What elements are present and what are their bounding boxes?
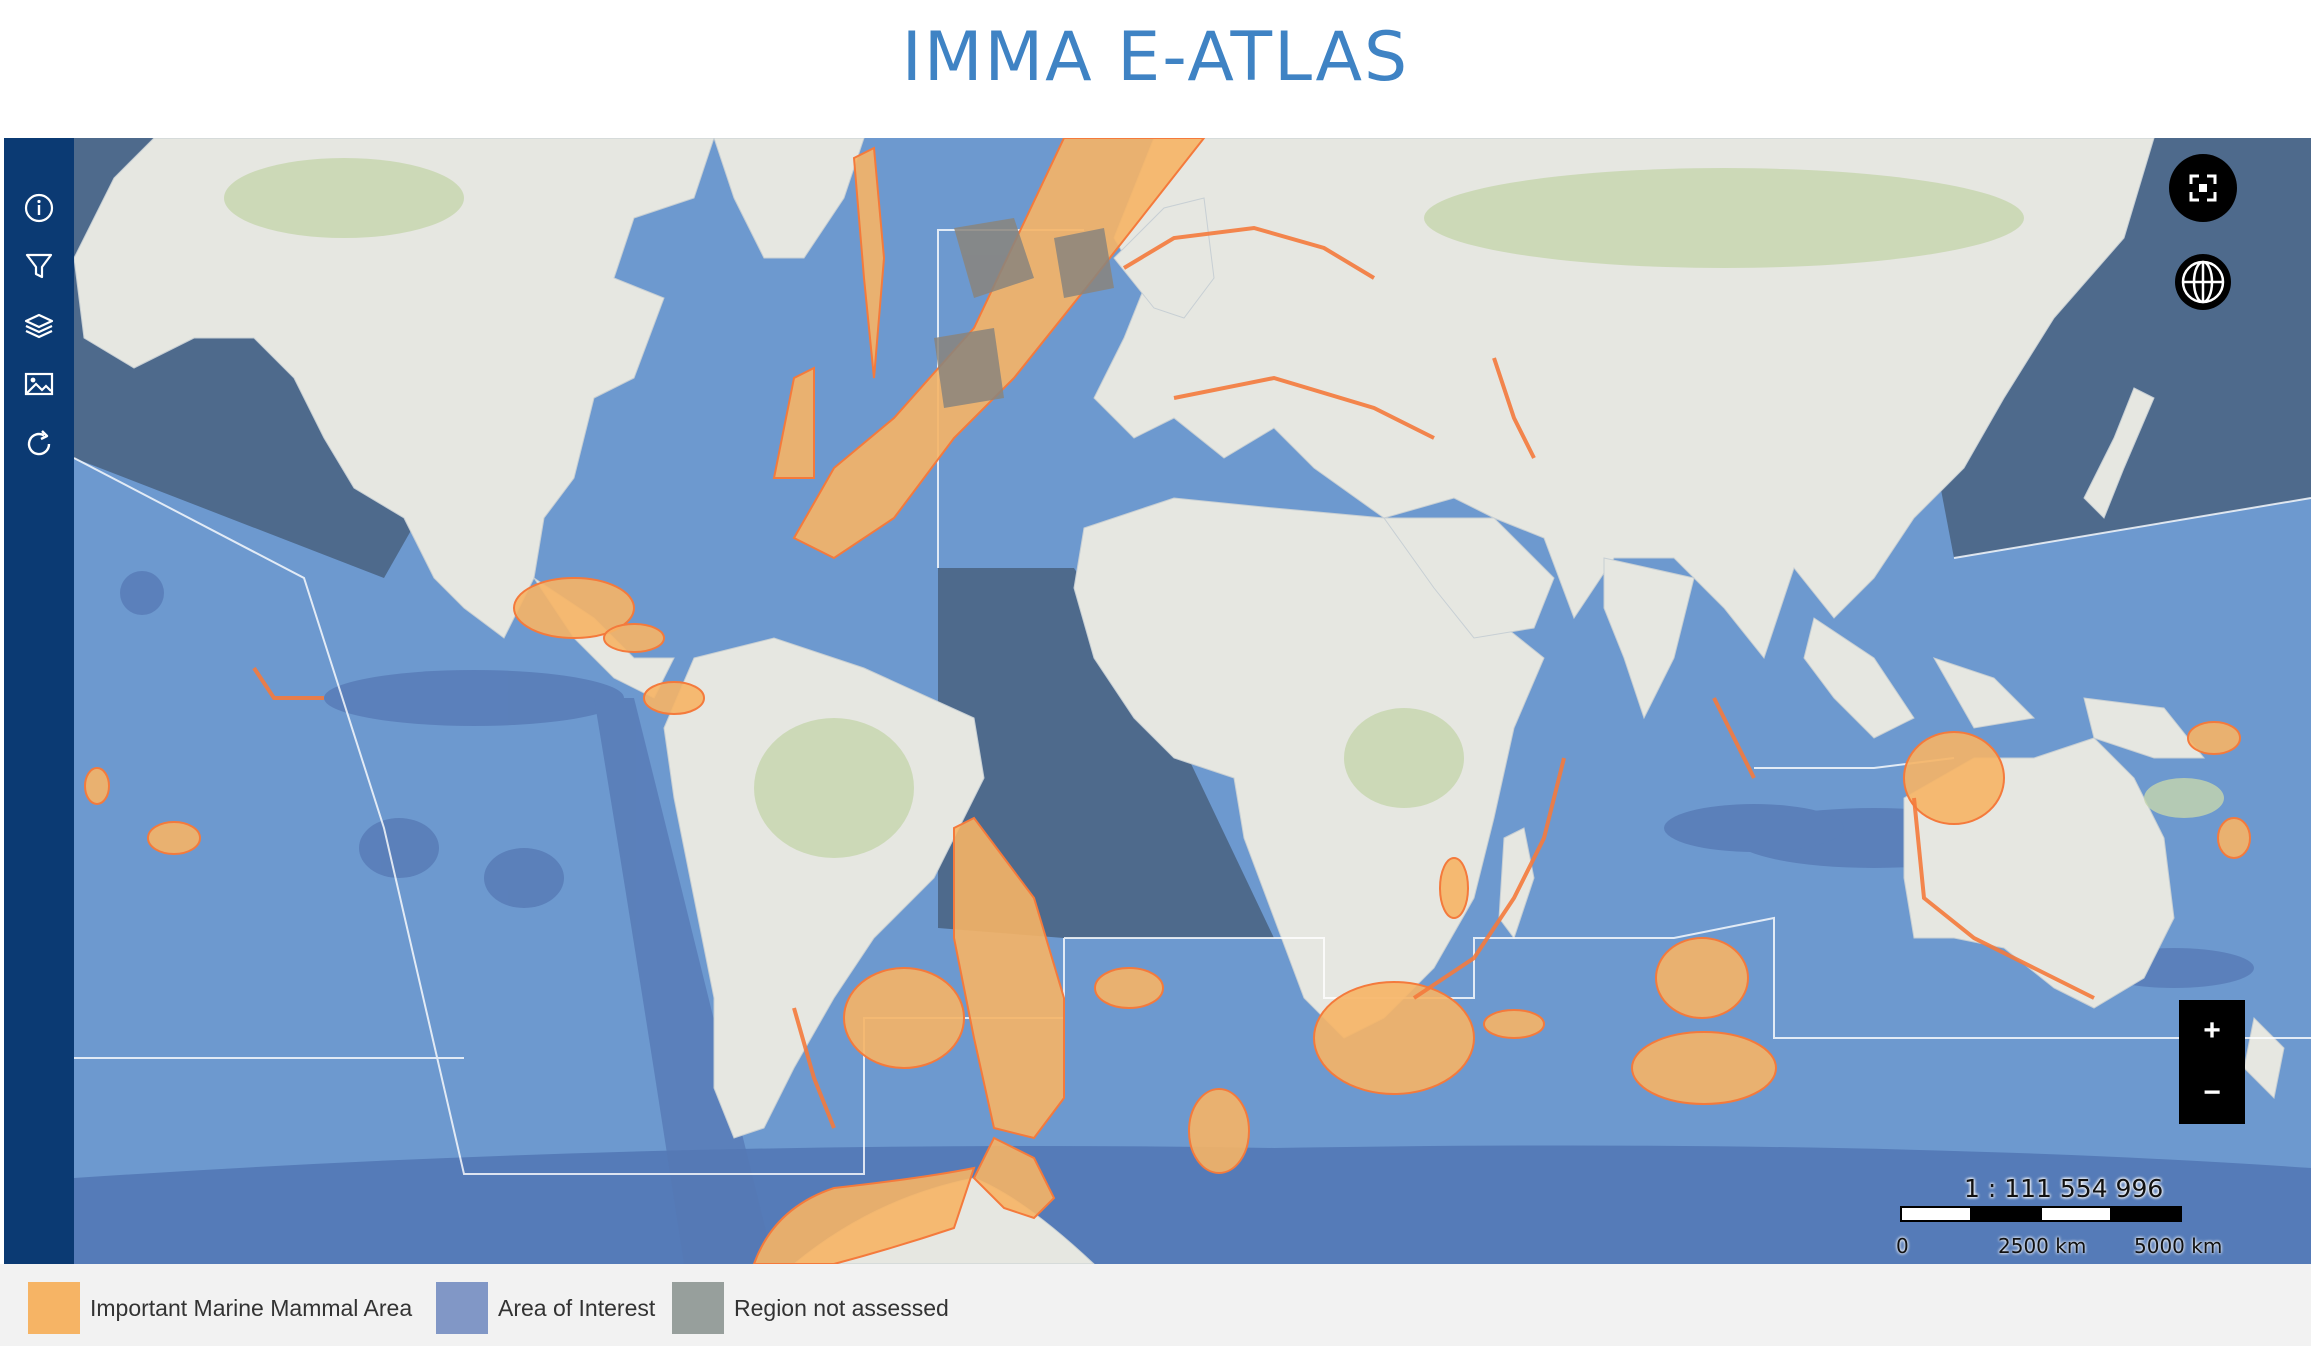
page-title: IMMA E-ATLAS <box>901 18 1410 97</box>
legend-item-area-of-interest: Area of Interest <box>436 1282 655 1334</box>
legend-swatch <box>672 1282 724 1334</box>
zoom-out-button[interactable]: − <box>2203 1076 2221 1109</box>
scale-tick: 5000 km <box>2134 1234 2223 1258</box>
layers-icon[interactable] <box>19 306 59 346</box>
scale-tick: 2500 km <box>1998 1234 2087 1258</box>
info-icon[interactable] <box>19 188 59 228</box>
legend-label: Area of Interest <box>498 1294 656 1321</box>
legend-item-imma: Important Marine Mammal Area <box>28 1282 412 1334</box>
filter-icon[interactable] <box>19 246 59 286</box>
globe-icon <box>2175 254 2231 310</box>
world-map <box>74 138 2311 1264</box>
legend-label: Important Marine Mammal Area <box>90 1294 413 1321</box>
map-view[interactable]: + − 1 : 111 554 996 0 2500 km 5000 km <box>74 138 2311 1264</box>
scale-segment <box>2040 1206 2112 1222</box>
coastal-imma <box>252 225 2095 1129</box>
refresh-icon[interactable] <box>19 424 59 464</box>
legend-swatch <box>436 1282 488 1334</box>
scale-segment <box>2110 1206 2182 1222</box>
legend-swatch <box>28 1282 80 1334</box>
sidebar <box>4 138 74 1264</box>
vegetation <box>224 158 2224 858</box>
fullscreen-button[interactable] <box>2169 154 2237 222</box>
scale-segment <box>1970 1206 2042 1222</box>
fullscreen-icon <box>2189 174 2217 202</box>
zoom-controls: + − <box>2179 1000 2245 1124</box>
scale-ratio: 1 : 111 554 996 <box>1964 1174 2164 1203</box>
grey-patches <box>934 218 1114 408</box>
legend-label: Region not assessed <box>734 1294 949 1321</box>
image-icon[interactable] <box>19 364 59 404</box>
southern-ocean <box>74 1145 2311 1264</box>
zoom-in-button[interactable]: + <box>2203 1014 2221 1047</box>
legend: Important Marine Mammal Area Area of Int… <box>0 1264 2311 1346</box>
legend-item-not-assessed: Region not assessed <box>672 1282 949 1334</box>
scale-segment <box>1900 1206 1972 1222</box>
scale-bar: 0 2500 km 5000 km <box>1896 1206 2223 1262</box>
basemap-button[interactable] <box>2169 248 2237 316</box>
scale-tick: 0 <box>1896 1234 1909 1258</box>
